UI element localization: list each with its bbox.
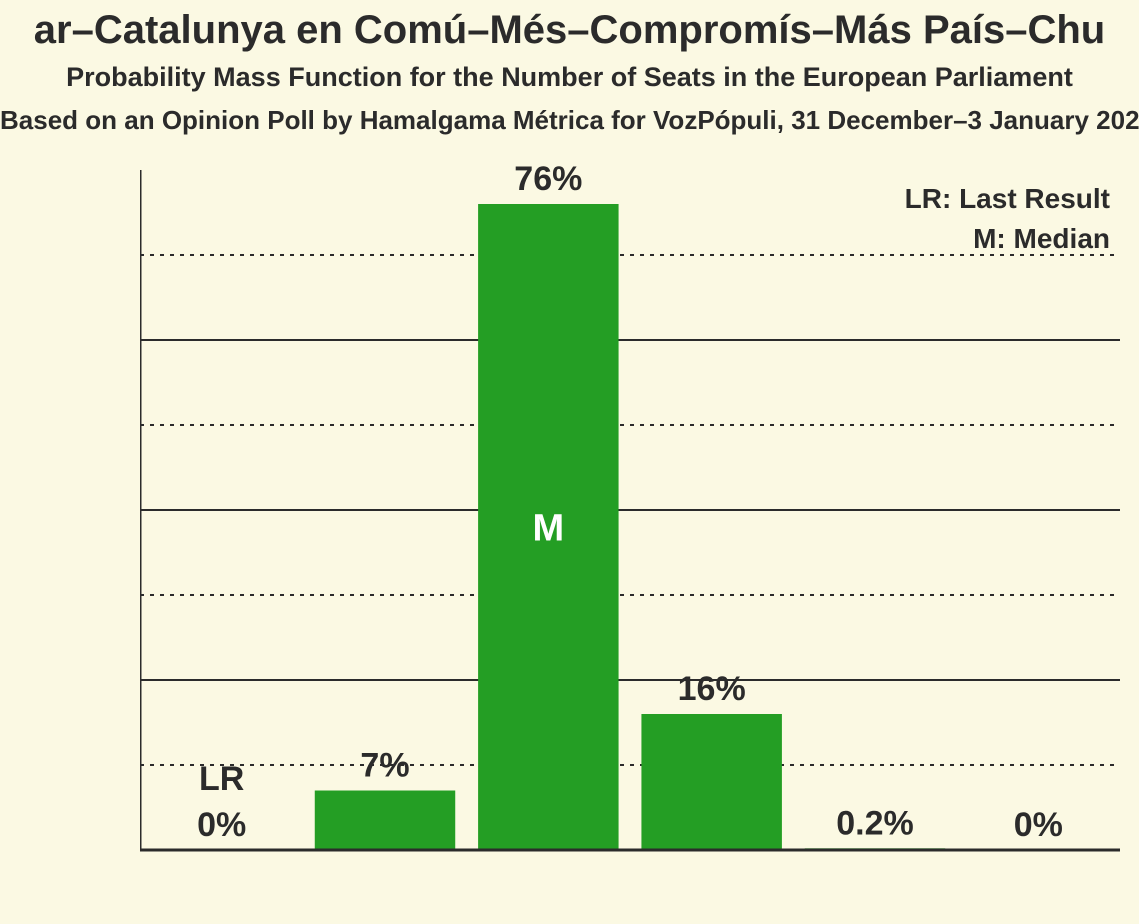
- x-tick-label: 3: [702, 868, 721, 870]
- bar: [315, 791, 455, 851]
- bar-value-label: 76%: [514, 160, 582, 198]
- bar-value-label: 16%: [678, 670, 746, 708]
- legend-entry: M: Median: [973, 223, 1110, 254]
- x-tick-label: 4: [866, 868, 885, 870]
- bar-value-label: 0%: [197, 806, 246, 844]
- bar-annotation-lr: LR: [199, 760, 244, 798]
- bar-value-label: 7%: [360, 747, 409, 785]
- pmf-bar-chart: 20%40%60%00%17%276%316%40.2%50%LRMLR: La…: [140, 150, 1120, 870]
- bar-value-label: 0.2%: [836, 804, 914, 842]
- chart-subtitle-2: Based on an Opinion Poll by Hamalgama Mé…: [0, 105, 1139, 136]
- x-tick-label: 1: [376, 868, 395, 870]
- chart-subtitle-1: Probability Mass Function for the Number…: [0, 62, 1139, 93]
- page-root: ar–Catalunya en Comú–Més–Compromís–Más P…: [0, 0, 1139, 924]
- bar-annotation-median: M: [533, 507, 565, 549]
- x-tick-label: 5: [1029, 868, 1048, 870]
- x-tick-label: 2: [539, 868, 558, 870]
- bar-value-label: 0%: [1014, 806, 1063, 844]
- chart-title: ar–Catalunya en Comú–Més–Compromís–Más P…: [0, 8, 1139, 53]
- legend-entry: LR: Last Result: [905, 183, 1110, 214]
- bar: [641, 714, 781, 850]
- x-tick-label: 0: [212, 868, 231, 870]
